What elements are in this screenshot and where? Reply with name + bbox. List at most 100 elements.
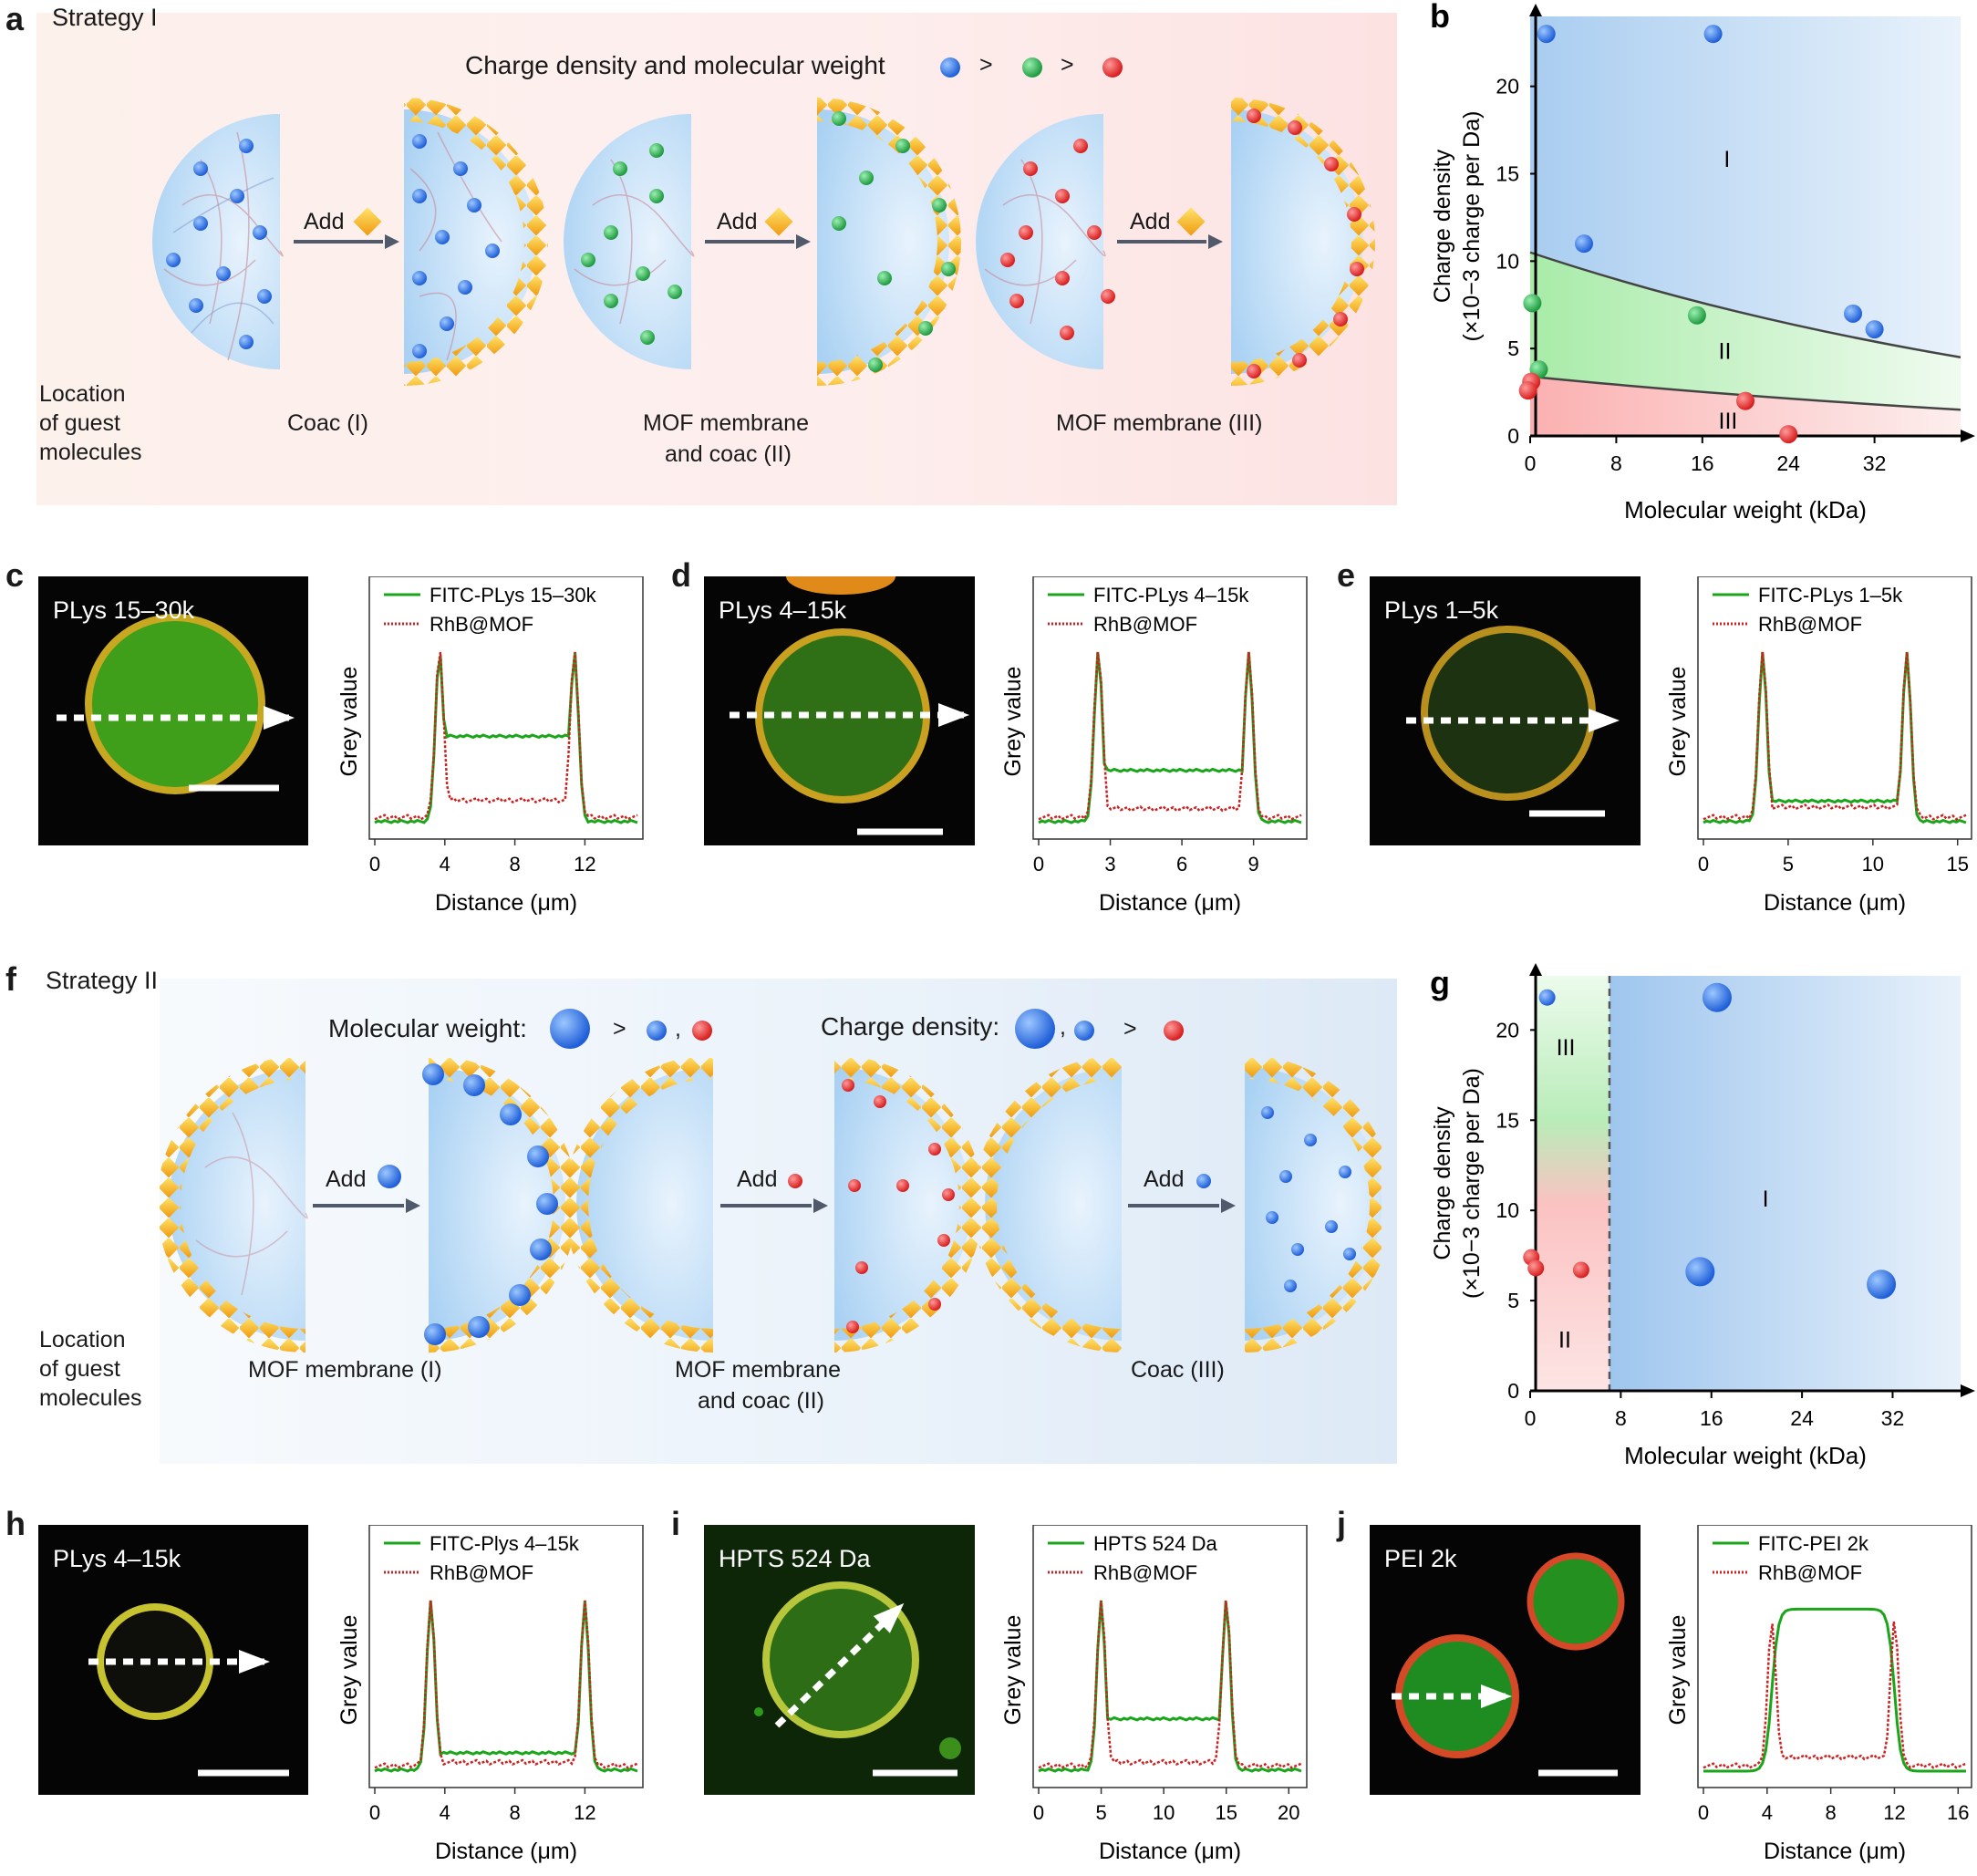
y-axis-title: Grey value <box>336 667 362 777</box>
image-label: PLys 15–30k <box>53 596 195 624</box>
red-profile <box>1038 1600 1302 1769</box>
point-blue <box>1538 989 1556 1006</box>
boundary-lower <box>1529 375 1961 411</box>
green-profile <box>1038 651 1302 824</box>
y-axis-title: Grey value <box>336 1615 362 1726</box>
green-profile <box>374 652 638 824</box>
y-axis-arrow <box>1529 4 1542 16</box>
x-tick-label: 32 <box>1863 451 1887 475</box>
add-label-2: Add <box>717 209 758 234</box>
plot-frame <box>1697 1525 1972 1788</box>
panel-f-legend-balls <box>550 1009 1184 1049</box>
x-axis-title: Distance (μm) <box>1764 1839 1906 1864</box>
x-axis-title: Distance (μm) <box>435 1839 577 1864</box>
y-tick-label: 0 <box>1507 424 1519 448</box>
droplet-2 <box>1527 1552 1625 1651</box>
point-red <box>1736 391 1754 410</box>
panel-h-label: h <box>5 1505 26 1542</box>
micrograph-h: PLys 4–15k <box>38 1525 308 1795</box>
region-ii-fill <box>1530 252 1961 410</box>
y-axis-title-line2: (×10−3 charge per Da) <box>1459 111 1485 342</box>
x-tick-label: 8 <box>1826 1801 1837 1824</box>
strategy-ii-title: Strategy II <box>46 967 159 994</box>
x-axis-title: Distance (μm) <box>1099 890 1241 916</box>
mw-text: Molecular weight: <box>328 1014 527 1042</box>
strategy-i-title: Strategy I <box>52 4 158 31</box>
small-droplet <box>754 1707 763 1716</box>
neighbour-droplet <box>786 576 895 595</box>
x-tick-label: 10 <box>1153 1801 1175 1824</box>
y-tick-label: 20 <box>1496 75 1519 98</box>
profile-arrow-head <box>1589 709 1620 732</box>
green-profile <box>1703 651 1967 824</box>
x-tick-label: 10 <box>1862 853 1884 876</box>
location-f-line-3: molecules <box>39 1385 142 1411</box>
add-f-3: Add <box>1144 1166 1185 1192</box>
location-f-line-1: Location <box>39 1327 126 1353</box>
red-profile <box>1038 651 1302 821</box>
x-tick-label: 0 <box>369 1801 380 1824</box>
image-label: PLys 4–15k <box>53 1545 181 1572</box>
legend-red-ball <box>1102 57 1123 78</box>
micrograph-d: PLys 4–15k <box>704 576 975 845</box>
panel-a-label: a <box>5 0 25 37</box>
x-axis-arrow <box>1961 1384 1975 1397</box>
image-label: PLys 1–5k <box>1384 596 1499 624</box>
point-blue <box>1685 1257 1715 1287</box>
legend-gt-2: > <box>1061 52 1074 78</box>
x-tick-label: 24 <box>1776 451 1800 475</box>
panel-d-label: d <box>671 556 691 594</box>
profile-arrow-head <box>938 703 969 727</box>
legend-blue-ball <box>940 57 960 78</box>
point-blue <box>1575 234 1593 254</box>
legend-green-label: FITC-PLys 4–15k <box>1093 584 1249 606</box>
legend-gt-1: > <box>979 52 993 78</box>
small-droplet <box>939 1737 961 1759</box>
legend-green-label: HPTS 524 Da <box>1093 1532 1217 1555</box>
legend-red-label: RhB@MOF <box>1093 613 1197 636</box>
caption-coac-i: Coac (I) <box>287 410 368 436</box>
y-tick-label: 0 <box>1507 1379 1519 1403</box>
x-tick-label: 15 <box>1946 853 1968 876</box>
plot-frame <box>1032 1525 1308 1788</box>
image-label: HPTS 524 Da <box>719 1545 872 1572</box>
x-tick-label: 0 <box>1033 853 1044 876</box>
image-label: PLys 4–15k <box>719 596 847 624</box>
region-label-i: I <box>1723 147 1730 172</box>
red-profile <box>1703 1621 1967 1769</box>
y-tick-label: 10 <box>1496 1198 1519 1222</box>
legend-red-label: RhB@MOF <box>1758 1561 1862 1584</box>
region-left-fill <box>1536 976 1610 1391</box>
legend-green-label: FITC-PLys 1–5k <box>1758 584 1903 606</box>
mw-comma: , <box>675 1016 681 1042</box>
image-label: PEI 2k <box>1384 1545 1457 1572</box>
y-tick-label: 20 <box>1496 1018 1519 1042</box>
panel-f-label: f <box>5 960 16 998</box>
droplet <box>85 614 265 794</box>
x-axis-title: Molecular weight (kDa) <box>1624 1442 1867 1469</box>
point-blue <box>1537 25 1556 44</box>
red-profile <box>1703 651 1967 821</box>
big-blue-ball-2 <box>1015 1009 1055 1049</box>
point-blue <box>1702 982 1732 1012</box>
profile-arrow-line <box>774 1604 903 1728</box>
x-tick-label: 8 <box>509 1801 520 1824</box>
small-red-ball <box>692 1021 712 1041</box>
add-label-3: Add <box>1130 209 1171 234</box>
micrograph-c: PLys 15–30k <box>38 576 308 845</box>
panel-b-label: b <box>1430 0 1450 35</box>
x-tick-label: 5 <box>1783 853 1794 876</box>
add-f-1: Add <box>326 1166 367 1192</box>
caption-f-i: MOF membrane (I) <box>248 1357 442 1383</box>
x-tick-label: 0 <box>1698 853 1709 876</box>
red-profile <box>374 651 638 821</box>
legend-green-label: FITC-PLys 15–30k <box>430 584 597 606</box>
x-tick-label: 6 <box>1176 853 1187 876</box>
green-profile <box>1703 1607 1966 1773</box>
x-tick-label: 0 <box>369 853 380 876</box>
legend-red-label: RhB@MOF <box>1758 613 1862 636</box>
region-label-ii: II <box>1558 1328 1571 1353</box>
legend-red-label: RhB@MOF <box>1093 1561 1197 1584</box>
chart-g: 0 8 16 24 32 0 5 10 15 20 Molecular weight (kDa) Ch… <box>1430 963 1975 1469</box>
